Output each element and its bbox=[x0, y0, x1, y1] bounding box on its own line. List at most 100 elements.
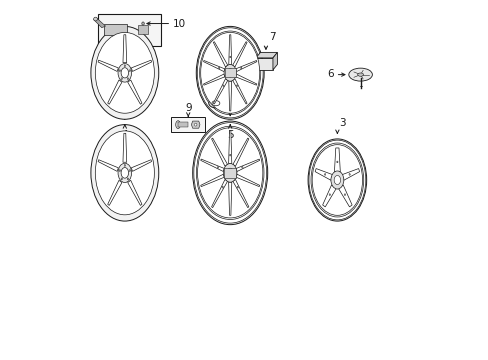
Ellipse shape bbox=[118, 163, 131, 183]
Ellipse shape bbox=[328, 194, 330, 195]
Ellipse shape bbox=[208, 99, 223, 108]
Ellipse shape bbox=[119, 70, 120, 71]
Ellipse shape bbox=[127, 78, 128, 80]
Ellipse shape bbox=[227, 69, 233, 77]
Polygon shape bbox=[94, 18, 105, 28]
Text: 2: 2 bbox=[233, 100, 239, 111]
Ellipse shape bbox=[199, 31, 260, 114]
Ellipse shape bbox=[217, 167, 218, 168]
Ellipse shape bbox=[348, 174, 349, 175]
Ellipse shape bbox=[92, 28, 158, 118]
Ellipse shape bbox=[310, 143, 363, 217]
Ellipse shape bbox=[348, 68, 372, 81]
Bar bbox=[178, 122, 187, 127]
Polygon shape bbox=[122, 35, 126, 63]
Polygon shape bbox=[127, 80, 142, 104]
Bar bbox=[98, 14, 160, 46]
Polygon shape bbox=[122, 133, 126, 162]
Polygon shape bbox=[107, 180, 122, 206]
Polygon shape bbox=[235, 60, 256, 72]
Ellipse shape bbox=[222, 186, 223, 188]
Polygon shape bbox=[213, 79, 227, 104]
Ellipse shape bbox=[200, 32, 259, 113]
Ellipse shape bbox=[142, 22, 144, 25]
Ellipse shape bbox=[224, 64, 236, 81]
Ellipse shape bbox=[121, 78, 122, 80]
Polygon shape bbox=[211, 138, 227, 166]
Ellipse shape bbox=[95, 131, 154, 215]
Polygon shape bbox=[338, 185, 351, 207]
Ellipse shape bbox=[124, 165, 125, 166]
Ellipse shape bbox=[223, 163, 237, 182]
Ellipse shape bbox=[236, 85, 237, 86]
Ellipse shape bbox=[344, 194, 345, 195]
Polygon shape bbox=[228, 35, 231, 64]
Ellipse shape bbox=[330, 171, 343, 189]
Polygon shape bbox=[203, 60, 224, 72]
Polygon shape bbox=[211, 180, 227, 208]
Ellipse shape bbox=[357, 73, 363, 76]
Ellipse shape bbox=[336, 161, 337, 163]
Ellipse shape bbox=[333, 175, 340, 185]
Ellipse shape bbox=[194, 123, 197, 126]
Ellipse shape bbox=[237, 186, 238, 188]
Ellipse shape bbox=[124, 65, 125, 67]
Polygon shape bbox=[235, 74, 256, 85]
Text: 7: 7 bbox=[269, 32, 276, 42]
Polygon shape bbox=[203, 74, 224, 85]
Bar bbox=[224, 68, 235, 77]
Polygon shape bbox=[131, 60, 151, 71]
Text: 9: 9 bbox=[184, 103, 191, 113]
Polygon shape bbox=[314, 168, 332, 180]
Bar bbox=[104, 23, 126, 35]
Ellipse shape bbox=[121, 167, 128, 178]
Polygon shape bbox=[191, 121, 200, 128]
Ellipse shape bbox=[218, 67, 219, 69]
Ellipse shape bbox=[307, 139, 366, 221]
Text: 1: 1 bbox=[115, 104, 122, 114]
Ellipse shape bbox=[212, 101, 220, 106]
Polygon shape bbox=[201, 174, 224, 186]
Polygon shape bbox=[228, 182, 231, 215]
Text: 10: 10 bbox=[173, 18, 186, 28]
Bar bbox=[138, 24, 148, 34]
Polygon shape bbox=[201, 159, 224, 171]
Ellipse shape bbox=[192, 121, 267, 225]
Ellipse shape bbox=[121, 68, 128, 78]
Polygon shape bbox=[228, 130, 231, 163]
Ellipse shape bbox=[118, 64, 131, 82]
Ellipse shape bbox=[193, 123, 266, 223]
Polygon shape bbox=[341, 168, 359, 180]
Ellipse shape bbox=[229, 154, 230, 156]
Bar bbox=[224, 168, 236, 178]
Bar bbox=[171, 117, 205, 132]
Ellipse shape bbox=[242, 167, 243, 168]
Polygon shape bbox=[322, 185, 336, 207]
Ellipse shape bbox=[240, 67, 241, 69]
Polygon shape bbox=[236, 159, 259, 171]
Text: 8: 8 bbox=[238, 98, 244, 108]
Polygon shape bbox=[98, 60, 118, 71]
Polygon shape bbox=[236, 174, 259, 186]
Ellipse shape bbox=[94, 31, 155, 114]
Polygon shape bbox=[213, 42, 227, 67]
Ellipse shape bbox=[129, 170, 130, 171]
Ellipse shape bbox=[197, 128, 263, 218]
Ellipse shape bbox=[121, 178, 122, 180]
Ellipse shape bbox=[175, 121, 180, 129]
Text: 5: 5 bbox=[226, 130, 233, 140]
Text: 4: 4 bbox=[122, 130, 128, 140]
Polygon shape bbox=[131, 160, 151, 171]
Polygon shape bbox=[232, 180, 248, 208]
Polygon shape bbox=[272, 53, 277, 70]
Ellipse shape bbox=[94, 130, 155, 216]
Polygon shape bbox=[232, 79, 246, 104]
Ellipse shape bbox=[196, 26, 264, 119]
Text: 3: 3 bbox=[339, 118, 345, 128]
Polygon shape bbox=[255, 53, 277, 58]
Polygon shape bbox=[334, 148, 340, 172]
Polygon shape bbox=[232, 42, 246, 67]
Ellipse shape bbox=[311, 145, 362, 215]
Ellipse shape bbox=[196, 126, 264, 220]
Ellipse shape bbox=[91, 125, 159, 221]
